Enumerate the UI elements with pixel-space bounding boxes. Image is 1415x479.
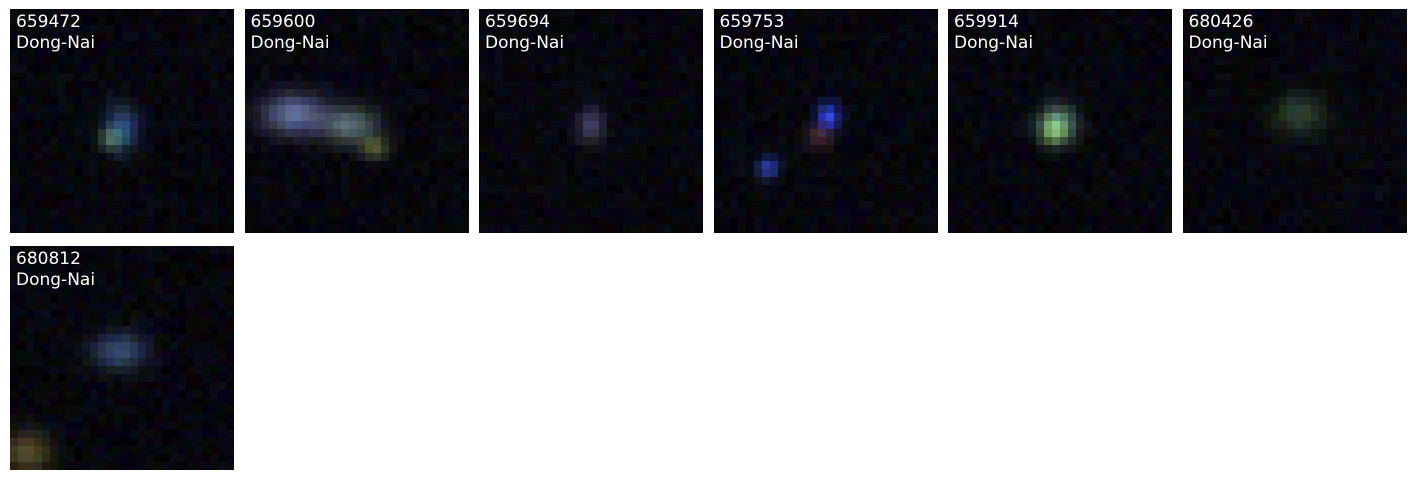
image-tile: 680426 Dong-Nai xyxy=(1183,9,1407,233)
tile-id: 659600 xyxy=(251,12,330,33)
tile-label: 680812 Dong-Nai xyxy=(16,249,95,291)
tile-label: 659472 Dong-Nai xyxy=(16,12,95,54)
tile-id: 659472 xyxy=(16,12,95,33)
tile-label: 680426 Dong-Nai xyxy=(1189,12,1268,54)
tile-id: 659694 xyxy=(485,12,564,33)
image-tile: 659914 Dong-Nai xyxy=(948,9,1172,233)
tile-location: Dong-Nai xyxy=(485,33,564,54)
tile-location: Dong-Nai xyxy=(954,33,1033,54)
tile-id: 680426 xyxy=(1189,12,1268,33)
tile-location: Dong-Nai xyxy=(720,33,799,54)
tile-location: Dong-Nai xyxy=(16,270,95,291)
tile-location: Dong-Nai xyxy=(16,33,95,54)
tile-label: 659914 Dong-Nai xyxy=(954,12,1033,54)
image-tile: 659694 Dong-Nai xyxy=(479,9,703,233)
tile-label: 659600 Dong-Nai xyxy=(251,12,330,54)
image-tile: 659600 Dong-Nai xyxy=(245,9,469,233)
image-tile: 659472 Dong-Nai xyxy=(10,9,234,233)
tile-location: Dong-Nai xyxy=(1189,33,1268,54)
tile-id: 680812 xyxy=(16,249,95,270)
tile-id: 659914 xyxy=(954,12,1033,33)
tile-label: 659753 Dong-Nai xyxy=(720,12,799,54)
image-tile: 659753 Dong-Nai xyxy=(714,9,938,233)
tile-id: 659753 xyxy=(720,12,799,33)
image-tile: 680812 Dong-Nai xyxy=(10,246,234,470)
tile-label: 659694 Dong-Nai xyxy=(485,12,564,54)
tile-location: Dong-Nai xyxy=(251,33,330,54)
